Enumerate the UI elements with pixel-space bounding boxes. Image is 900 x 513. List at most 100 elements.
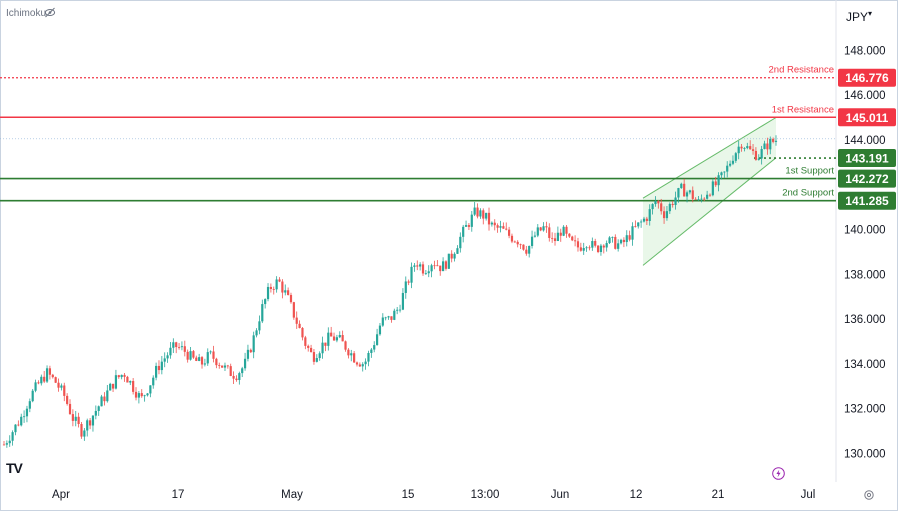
candle-body — [373, 345, 376, 350]
candle-body — [631, 226, 634, 240]
candle-body — [301, 328, 304, 338]
candle-body — [137, 393, 140, 398]
x-tick-label: 17 — [172, 489, 185, 501]
candle-body — [685, 192, 689, 197]
candle-body — [743, 148, 746, 149]
candle-body — [487, 212, 491, 225]
candle-body — [548, 227, 551, 238]
candle-body — [146, 393, 149, 396]
channel-lower-line[interactable] — [642, 157, 777, 266]
candle-body — [493, 222, 496, 226]
candle-body — [157, 365, 161, 371]
candle-body — [585, 247, 588, 249]
candle-body — [355, 362, 359, 365]
x-tick-label: May — [281, 489, 303, 501]
currency-selector[interactable]: JPY▾ — [846, 9, 872, 24]
candle-body — [266, 286, 270, 300]
candle-body — [496, 225, 499, 228]
candle-body — [120, 374, 123, 378]
candle-body — [350, 353, 353, 356]
candle-body — [436, 265, 439, 267]
lightning-icon[interactable] — [772, 467, 785, 483]
candle-body — [528, 245, 531, 254]
candle-body — [212, 351, 215, 359]
x-tick-label: 21 — [712, 489, 725, 501]
candle-body — [728, 163, 732, 166]
candle-body — [189, 351, 192, 360]
candle-body — [258, 321, 261, 331]
candle-body — [404, 281, 407, 293]
candles-group — [2, 135, 778, 448]
x-tick-label: Jul — [801, 489, 816, 501]
candle-body — [295, 317, 298, 324]
candle-body — [2, 444, 6, 446]
level-name-label: 2nd Support — [782, 188, 834, 199]
candle-body — [456, 248, 459, 254]
candle-body — [11, 432, 14, 441]
tradingview-logo[interactable]: TV — [6, 460, 23, 476]
candle-body — [726, 165, 729, 172]
candle-body — [433, 265, 436, 267]
candle-body — [660, 203, 663, 212]
candle-body — [505, 228, 508, 230]
candle-body — [57, 382, 60, 388]
candle-body — [708, 194, 712, 196]
y-tick-label: 132.000 — [844, 404, 886, 416]
candle-body — [229, 366, 232, 376]
candle-body — [114, 375, 118, 389]
candle-body — [519, 244, 522, 246]
candle-body — [665, 211, 669, 219]
candle-body — [8, 440, 11, 444]
candle-body — [367, 352, 370, 362]
candle-body — [20, 416, 23, 426]
candle-body — [430, 265, 433, 272]
candle-body — [576, 241, 580, 248]
level-name-label: 1st Resistance — [772, 104, 834, 115]
candle-body — [642, 218, 646, 222]
candle-body — [34, 382, 37, 391]
candle-body — [281, 281, 284, 293]
level-price-label: 146.776 — [845, 71, 889, 85]
candle-body — [292, 302, 295, 318]
candle-body — [324, 342, 327, 346]
candle-body — [309, 347, 313, 353]
eye-off-icon[interactable] — [44, 7, 56, 21]
candle-body — [166, 355, 169, 359]
candle-body — [462, 226, 465, 237]
candle-body — [307, 345, 310, 348]
candle-body — [94, 410, 97, 416]
candle-body — [284, 290, 287, 293]
y-tick-label: 130.000 — [844, 449, 886, 461]
x-tick-label: Jun — [551, 489, 570, 501]
candle-body — [378, 325, 382, 335]
candle-body — [186, 351, 189, 360]
indicator-label[interactable]: Ichimoku — [6, 8, 47, 19]
candle-body — [177, 347, 181, 348]
candle-body — [688, 190, 692, 193]
candle-body — [648, 209, 651, 221]
trend-channel[interactable] — [643, 117, 776, 266]
candle-body — [71, 414, 74, 421]
candle-body — [683, 183, 686, 197]
candle-body — [364, 361, 367, 365]
y-tick-label: 140.000 — [844, 225, 886, 237]
settings-icon[interactable] — [863, 489, 875, 504]
candle-body — [140, 393, 143, 397]
candle-body — [48, 368, 52, 375]
candle-body — [674, 197, 677, 206]
candle-body — [427, 271, 430, 274]
candle-body — [123, 374, 126, 377]
candle-body — [599, 245, 603, 252]
candle-body — [611, 236, 614, 238]
candle-body — [347, 349, 350, 356]
candle-body — [617, 243, 620, 249]
candle-body — [353, 353, 356, 363]
candle-body — [100, 396, 103, 407]
candle-body — [28, 401, 31, 409]
candle-body — [155, 365, 158, 378]
candle-body — [591, 241, 594, 248]
level-price-tag — [838, 108, 896, 127]
channel-upper-line[interactable] — [642, 117, 777, 199]
candle-body — [413, 265, 416, 267]
